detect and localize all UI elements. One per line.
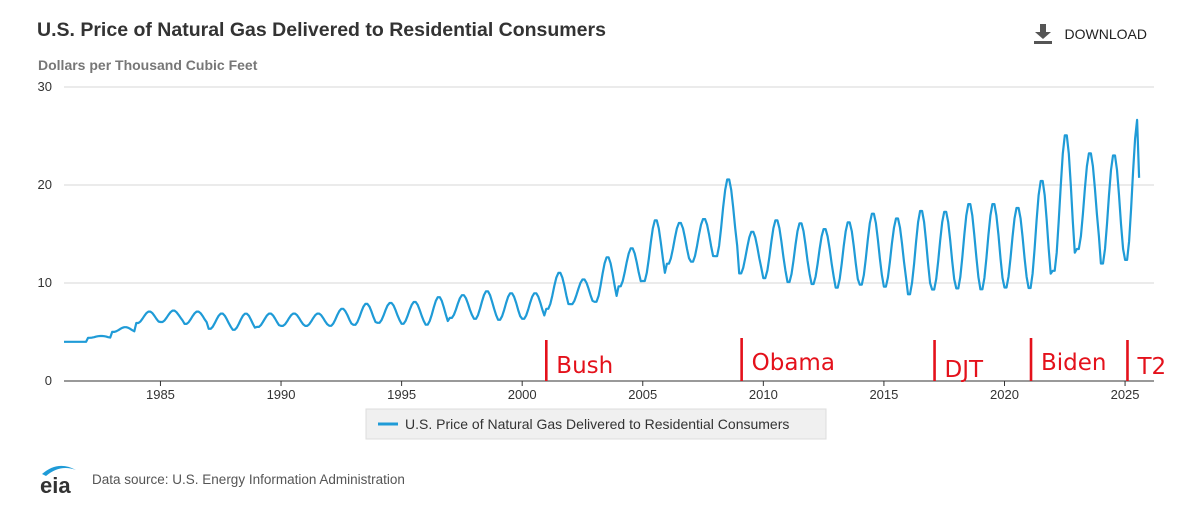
data-source: Data source: U.S. Energy Information Adm…: [92, 472, 405, 487]
y-axis-unit-label: Dollars per Thousand Cubic Feet: [38, 57, 258, 73]
eia-logo[interactable]: eia: [38, 462, 78, 496]
chart-area: 0 10 20 30 1985 1990 1995 2000 2005 2010 2015 2020 2…: [38, 79, 1166, 440]
annotation-label: Bush: [556, 353, 613, 379]
series-line: [64, 118, 1141, 343]
legend-label: U.S. Price of Natural Gas Delivered to R…: [405, 416, 789, 432]
x-tick-label: 1995: [387, 387, 416, 402]
y-tick-label: 30: [38, 79, 52, 94]
x-tick-label: 2015: [869, 387, 898, 402]
x-tick-label: 2000: [508, 387, 537, 402]
x-tick-label: 1985: [146, 387, 175, 402]
x-tick-label: 2020: [990, 387, 1019, 402]
download-label: DOWNLOAD: [1064, 26, 1147, 42]
download-icon: [1033, 24, 1052, 44]
y-tick-label: 0: [45, 373, 52, 388]
x-tick-label: 2010: [749, 387, 778, 402]
annotation-label: T2: [1136, 354, 1166, 380]
x-tick-label: 2025: [1111, 387, 1140, 402]
logo-text: eia: [40, 473, 71, 496]
annotation-label: DJT: [945, 357, 984, 383]
legend-box: [365, 408, 827, 440]
x-tick-label: 1990: [267, 387, 296, 402]
y-tick-label: 10: [38, 275, 52, 290]
download-button[interactable]: DOWNLOAD: [1033, 24, 1147, 44]
y-tick-label: 20: [38, 177, 52, 192]
chart-title: U.S. Price of Natural Gas Delivered to R…: [37, 19, 606, 41]
annotation-label: Obama: [752, 350, 835, 376]
x-tick-label: 2005: [628, 387, 657, 402]
footer: eia Data source: U.S. Energy Information…: [38, 462, 405, 496]
legend: U.S. Price of Natural Gas Delivered to R…: [365, 408, 827, 440]
annotation-label: Biden: [1041, 350, 1107, 376]
